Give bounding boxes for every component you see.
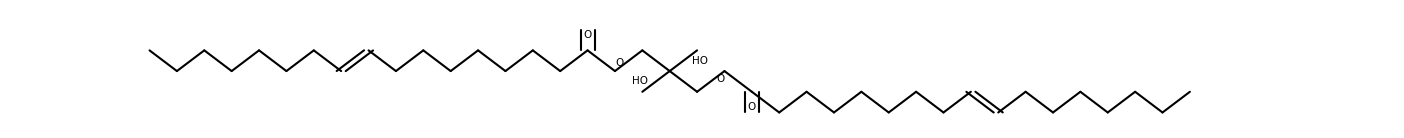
Text: HO: HO [632,76,647,86]
Text: O: O [584,30,591,40]
Text: O: O [716,74,724,84]
Text: O: O [748,102,755,112]
Text: HO: HO [692,56,708,66]
Text: O: O [615,58,623,68]
